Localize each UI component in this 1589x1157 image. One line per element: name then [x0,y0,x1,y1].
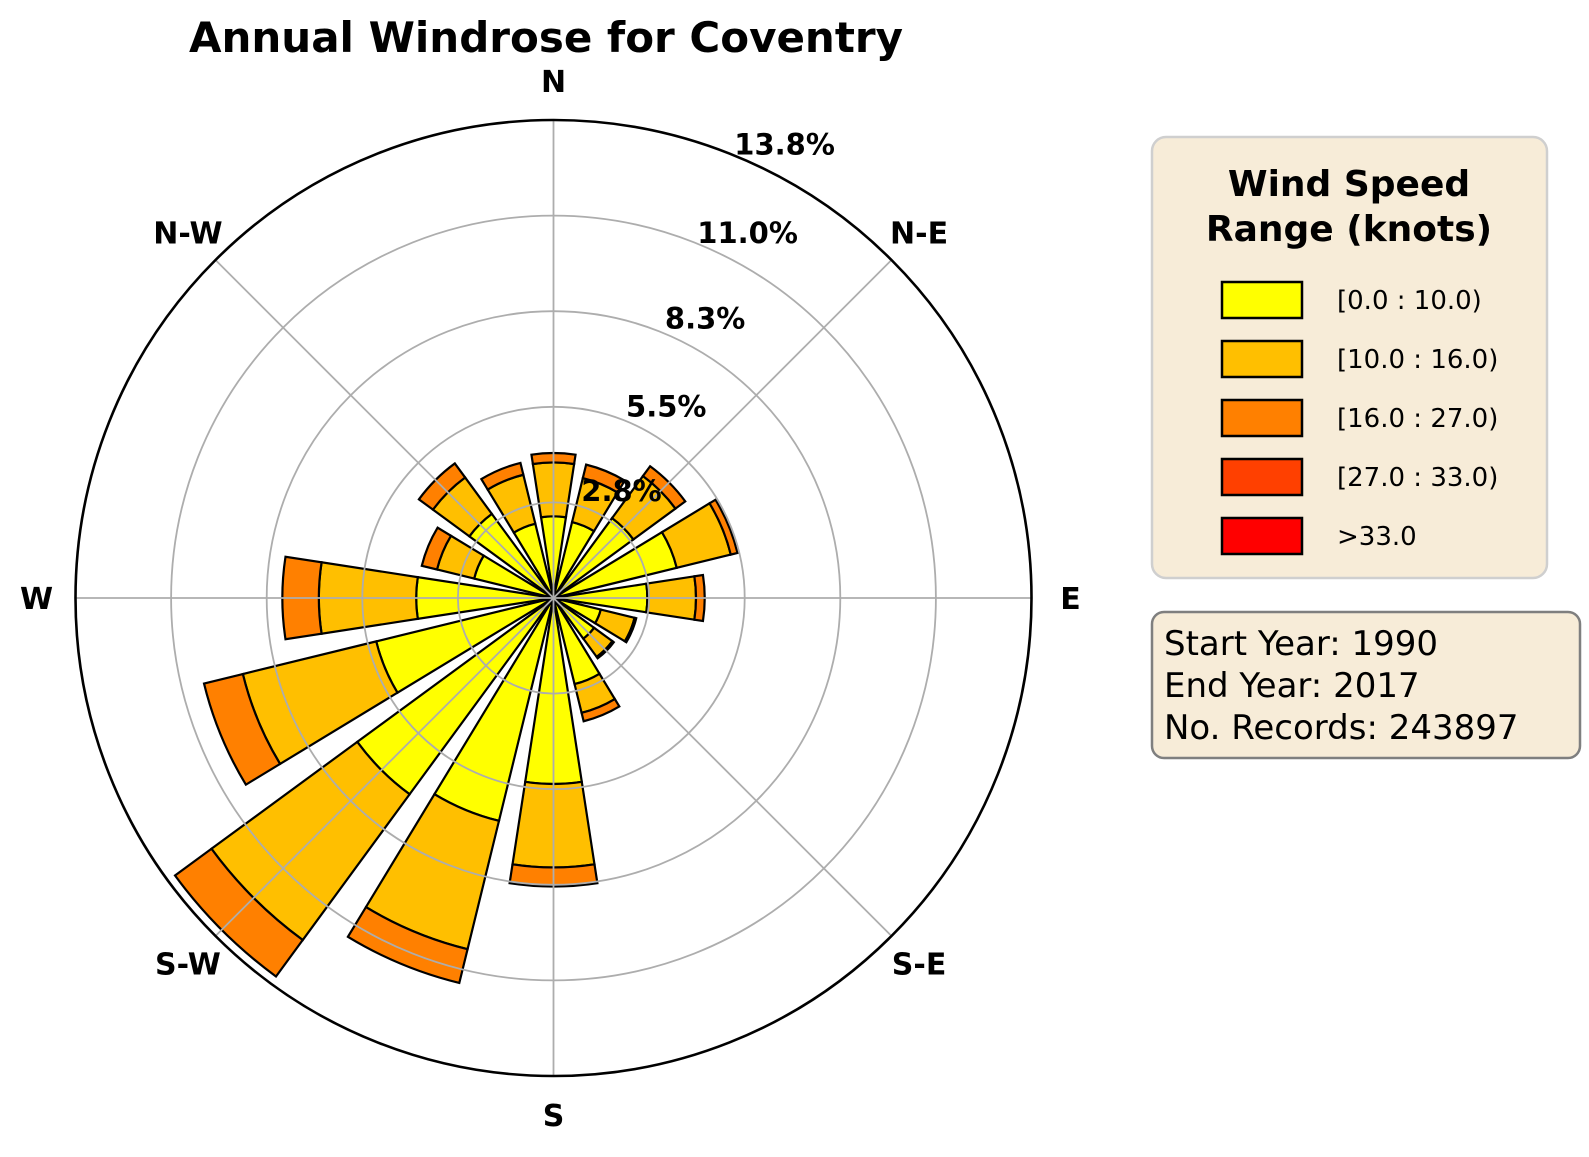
compass-label-S: S [543,1099,565,1134]
compass-label-N-E: N-E [890,216,948,251]
legend-swatch-[27.0 : 33.0) [1220,457,1304,497]
legend-swatch-[0.0 : 10.0) [1220,280,1304,320]
grid-spoke-315 [214,259,555,599]
grid-spoke-225 [214,597,555,937]
petal-segment-ESE-[16.0 : 27.0) [623,616,638,644]
radial-tick-label-5.5%: 5.5% [626,390,706,424]
chart-title: Annual Windrose for Coventry [189,13,903,62]
legend-panel: Wind Speed Range (knots) [0.0 : 10.0)[10… [1150,135,1549,580]
legend-swatch-[10.0 : 16.0) [1220,339,1304,379]
legend-swatch-[16.0 : 27.0) [1220,398,1304,438]
radial-tick-label-2.8%: 2.8% [581,474,661,508]
legend-label-[0.0 : 10.0): [0.0 : 10.0) [1337,286,1482,316]
info-num-records: No. Records: 243897 [1164,708,1519,748]
radial-tick-label-13.8%: 13.8% [734,127,835,161]
grid-spoke-135 [552,597,893,937]
legend-title-line2: Range (knots) [1206,209,1492,250]
info-start-year: Start Year: 1990 [1164,624,1438,664]
info-panel: Start Year: 1990 End Year: 2017 No. Reco… [1150,610,1582,760]
legend-label-[16.0 : 27.0): [16.0 : 27.0) [1337,404,1498,434]
legend-swatch->33.0 [1220,516,1304,556]
radial-tick-label-8.3%: 8.3% [665,302,745,336]
petal-segment-ENE-[16.0 : 27.0) [708,498,739,556]
grid-spoke-45 [552,259,893,599]
petal-segment-WSW-[16.0 : 27.0) [202,672,282,787]
radial-tick-labels: 2.8% 5.5% 8.3% 11.0% 13.8% [581,127,835,508]
radial-tick-label-11.0%: 11.0% [697,216,798,250]
compass-label-N-W: N-W [153,216,222,251]
legend-label-[27.0 : 33.0): [27.0 : 33.0) [1337,463,1498,493]
polar-outer-circle [74,118,1033,1078]
legend-label->33.0: >33.0 [1337,522,1417,552]
polar-grid [75,120,1032,1076]
petal-segment-WNW-[16.0 : 27.0) [420,526,453,571]
legend-label-[10.0 : 16.0): [10.0 : 16.0) [1337,345,1498,375]
compass-label-W: W [20,582,53,617]
petal-segment-NNE-[16.0 : 27.0) [581,463,627,495]
petal-segment-SSW-[16.0 : 27.0) [346,905,469,985]
compass-label-N: N [541,65,566,100]
legend-items: [0.0 : 10.0)[10.0 : 16.0)[16.0 : 27.0)[2… [1220,280,1498,556]
windrose-petals [173,452,739,985]
compass-label-S-W: S-W [155,948,221,983]
compass-labels: N N-E E S-E S S-W W N-W [20,65,1081,1134]
compass-label-S-E: S-E [892,948,947,983]
legend-title-line1: Wind Speed [1228,164,1470,205]
petal-segment-SSE-[16.0 : 27.0) [580,697,621,723]
compass-label-E: E [1060,582,1081,617]
petal-segment-NNW-[16.0 : 27.0) [479,461,525,492]
info-box-background [1150,610,1582,760]
info-end-year: End Year: 2017 [1164,666,1420,706]
